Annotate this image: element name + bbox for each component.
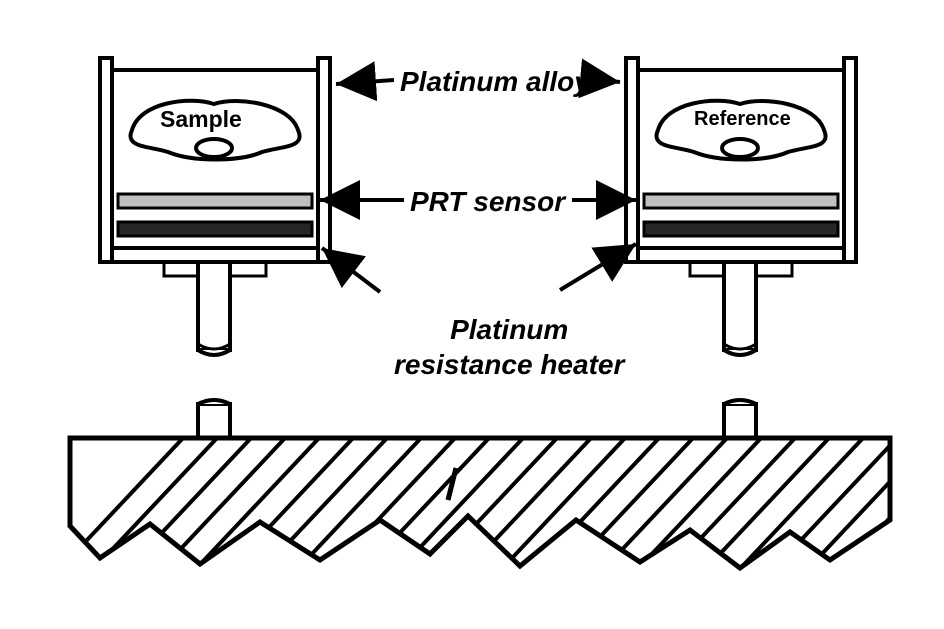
sample-dot (196, 139, 232, 157)
arrow-alloy-right (598, 80, 620, 82)
label-platinum-alloy: Platinum alloy (400, 66, 590, 98)
dsc-diagram: Platinum alloy PRT sensor Platinum resis… (0, 0, 944, 629)
sample-stem (198, 262, 230, 350)
label-heater: Platinum resistance heater (394, 312, 624, 382)
heater-strip-left (118, 222, 312, 236)
prt-sensor-left (118, 194, 312, 208)
label-reference: Reference (694, 108, 791, 131)
arrow-alloy-left (336, 80, 394, 84)
prt-sensor-right (644, 194, 838, 208)
base-fragment (40, 420, 944, 590)
arrow-heater-left (322, 248, 380, 292)
heater-strip-right (644, 222, 838, 236)
label-sample: Sample (160, 106, 242, 133)
reference-dot (722, 139, 758, 157)
label-prt-sensor: PRT sensor (410, 186, 565, 218)
sample-stub (198, 404, 230, 440)
reference-stub (724, 404, 756, 440)
arrow-heater-right (560, 244, 636, 290)
reference-stem (724, 262, 756, 350)
